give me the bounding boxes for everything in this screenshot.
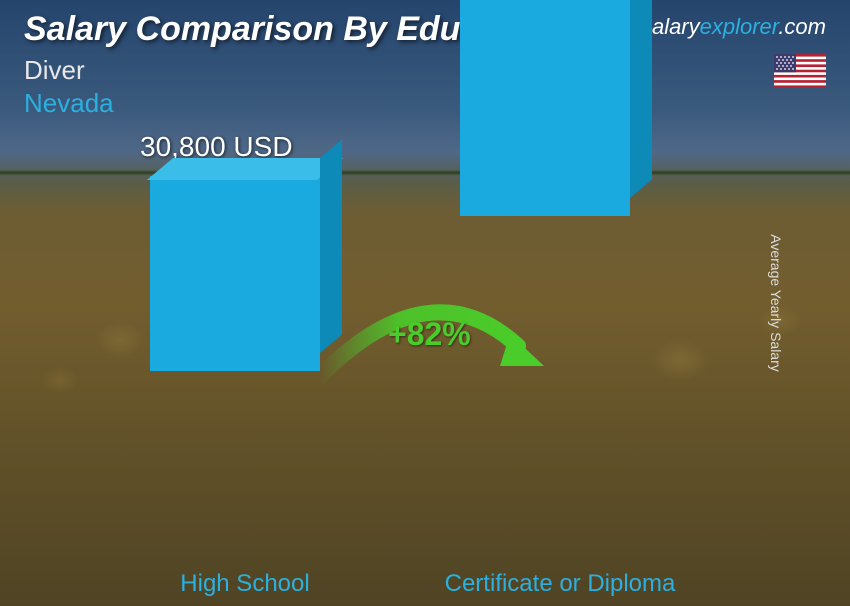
category-label: High School [150, 570, 340, 598]
flag-icon [774, 54, 826, 88]
chart-subtitle-job: Diver [24, 55, 826, 86]
bar-side-face [320, 140, 342, 353]
bar-high-school: 30,800 USD [150, 371, 320, 566]
increase-percentage: +82% [388, 316, 471, 353]
bar-side-face [630, 0, 652, 198]
brand-logo: salaryexplorer.com [641, 14, 826, 40]
bar-front-face [460, 0, 630, 216]
bar-front-face [150, 176, 320, 371]
chart-subtitle-location: Nevada [24, 88, 826, 119]
bar-certificate: 55,900 USD [460, 216, 630, 566]
category-label: Certificate or Diploma [430, 570, 690, 598]
bar-chart: +82% 30,800 USD 55,900 USD High School C… [0, 166, 850, 606]
brand-part3: .com [778, 14, 826, 39]
brand-part2: explorer [700, 14, 779, 39]
bar-top-face [147, 158, 343, 180]
